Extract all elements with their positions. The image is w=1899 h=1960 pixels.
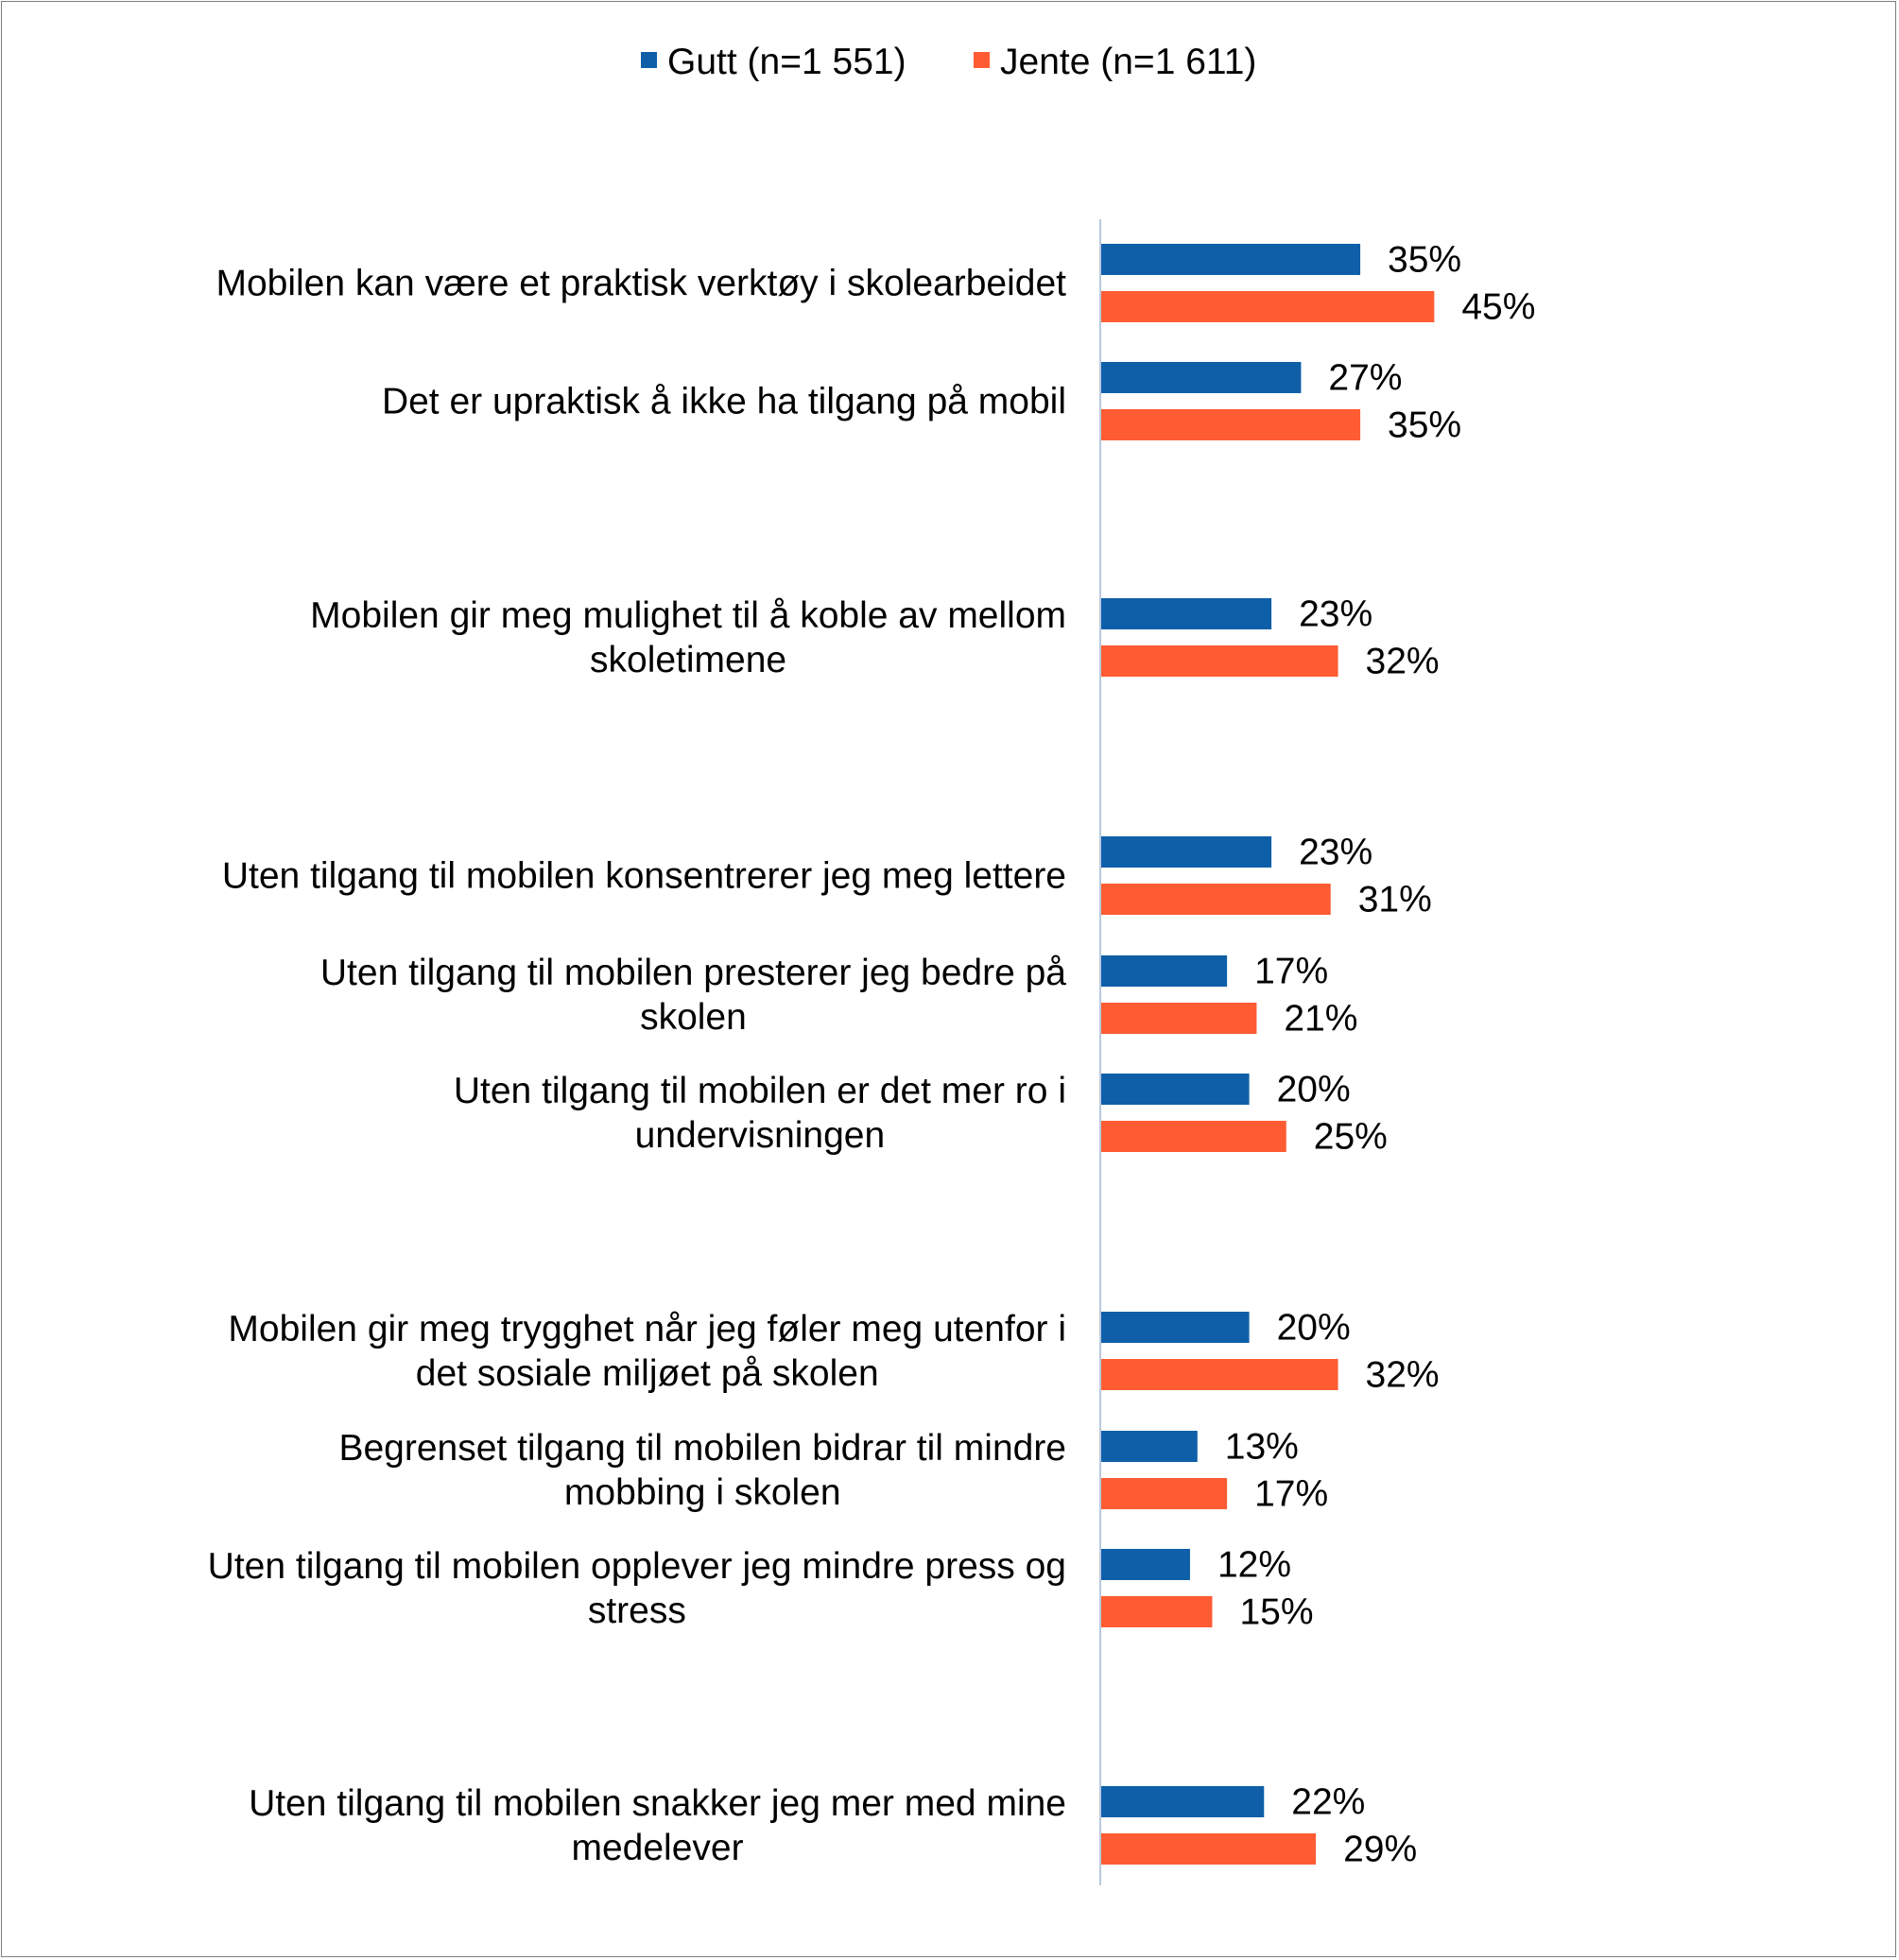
value-label-gutt-2: 27% [1328,358,1402,399]
category-label-7-line-2: det sosiale miljøet på skolen [416,1353,879,1394]
value-label-gutt-7: 20% [1277,1308,1351,1349]
legend-swatch-2 [974,52,990,68]
bar-gutt-6 [1101,1074,1250,1105]
value-label-gutt-5: 17% [1254,952,1328,992]
category-label-10-line-1: Uten tilgang til mobilen snakker jeg mer… [249,1783,1066,1824]
bar-gutt-3 [1101,598,1272,629]
bar-jente-7 [1101,1359,1338,1390]
category-label-3-line-2: skoletimene [590,640,786,680]
bar-gutt-9 [1101,1549,1190,1580]
value-label-gutt-10: 22% [1291,1782,1365,1823]
bar-jente-8 [1101,1478,1228,1509]
bar-jente-9 [1101,1596,1213,1627]
bar-gutt-5 [1101,955,1228,987]
value-labels-group: 35%45%27%35%23%32%23%31%17%21%20%25%20%3… [1217,240,1535,1870]
category-label-10-line-2: medelever [572,1828,744,1868]
category-label-8-line-2: mobbing i skolen [564,1472,841,1513]
bar-gutt-1 [1101,244,1361,275]
legend-label-2: Jente (n=1 611) [1000,42,1256,82]
category-label-3-line-1: Mobilen gir meg mulighet til å koble av … [310,595,1066,636]
category-label-9-line-2: stress [588,1590,686,1631]
value-label-jente-10: 29% [1343,1830,1417,1870]
legend-swatch-1 [641,52,657,68]
value-label-gutt-6: 20% [1277,1070,1351,1110]
category-label-5-line-2: skolen [640,997,747,1038]
value-label-jente-2: 35% [1388,405,1461,446]
category-label-9-line-1: Uten tilgang til mobilen opplever jeg mi… [208,1546,1066,1587]
bars-group [1101,244,1435,1865]
category-label-5-line-1: Uten tilgang til mobilen presterer jeg b… [320,953,1066,993]
bar-jente-6 [1101,1121,1286,1152]
bar-gutt-10 [1101,1786,1265,1817]
bar-jente-2 [1101,409,1361,440]
value-label-gutt-3: 23% [1299,594,1372,635]
value-label-jente-6: 25% [1314,1117,1388,1158]
value-label-gutt-4: 23% [1299,833,1372,873]
legend: Gutt (n=1 551) Jente (n=1 611) [641,42,1256,82]
value-label-jente-5: 21% [1284,999,1357,1040]
bar-gutt-4 [1101,836,1272,868]
value-label-gutt-9: 12% [1217,1545,1291,1586]
category-labels-group: Mobilen kan være et praktisk verktøy i s… [208,264,1067,1869]
value-label-jente-9: 15% [1239,1592,1313,1633]
category-label-7-line-1: Mobilen gir meg trygghet når jeg føler m… [228,1309,1066,1350]
bar-jente-5 [1101,1003,1257,1034]
category-label-4: Uten tilgang til mobilen konsentrerer je… [222,856,1066,897]
value-label-gutt-1: 35% [1388,240,1461,281]
value-label-jente-4: 31% [1358,880,1432,920]
value-label-gutt-8: 13% [1225,1427,1299,1468]
bar-jente-10 [1101,1833,1317,1865]
legend-label-1: Gutt (n=1 551) [667,42,906,82]
category-label-1: Mobilen kan være et praktisk verktøy i s… [216,264,1066,304]
category-label-6-line-1: Uten tilgang til mobilen er det mer ro i [454,1071,1066,1111]
bar-jente-3 [1101,645,1338,677]
category-label-6-line-2: undervisningen [635,1115,886,1156]
value-label-jente-1: 45% [1461,287,1535,328]
value-label-jente-3: 32% [1366,642,1440,682]
category-label-2: Det er upraktisk å ikke ha tilgang på mo… [382,382,1066,422]
value-label-jente-8: 17% [1254,1474,1328,1515]
bar-jente-1 [1101,291,1435,322]
bar-gutt-8 [1101,1431,1198,1462]
bar-jente-4 [1101,884,1331,915]
bar-gutt-2 [1101,362,1302,393]
bar-gutt-7 [1101,1312,1250,1343]
value-label-jente-7: 32% [1366,1355,1440,1396]
category-label-8-line-1: Begrenset tilgang til mobilen bidrar til… [338,1428,1066,1469]
